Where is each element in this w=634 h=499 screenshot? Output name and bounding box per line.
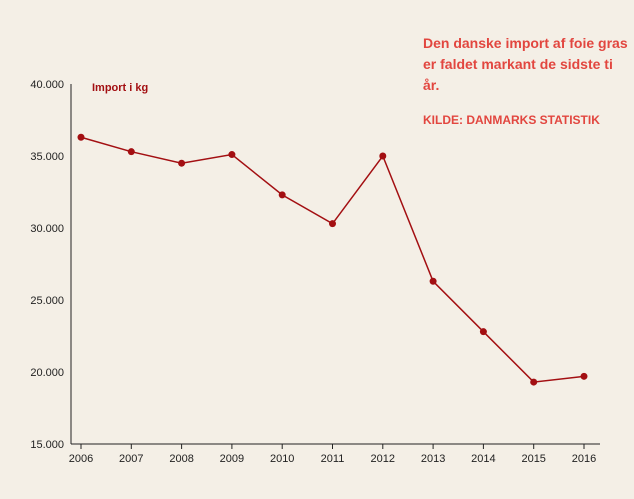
data-point [479,328,487,336]
chart-annotation: Den danske import af foie gras er faldet… [423,33,628,131]
data-point [429,277,437,285]
data-point [379,152,387,160]
x-tick-labels: 2006 2007 2008 2009 2010 2011 2012 2013 2014 2015… [69,444,596,465]
x-tick-label: 2012 [371,453,395,465]
data-point [127,148,135,156]
y-axis-label: Import i kg [92,82,148,94]
y-tick-label: 15.000 [30,439,64,451]
x-tick-label: 2009 [220,453,244,465]
x-tick-label: 2016 [572,453,596,465]
x-tick-label: 2013 [421,453,445,465]
headline-text: Den danske import af foie gras er faldet… [423,35,628,93]
y-tick-label: 25.000 [30,295,64,307]
x-tick-label: 2010 [270,453,294,465]
series-line-import [80,136,585,383]
y-tick-labels: 15.000 20.000 25.000 30.000 35.000 40.000 [30,79,64,451]
data-point [329,220,336,228]
x-tick-label: 2008 [169,453,193,465]
y-tick-label: 40.000 [30,79,64,91]
data-point [530,378,538,386]
data-point [278,191,286,199]
y-tick-label: 30.000 [30,223,64,235]
y-tick-label: 20.000 [30,367,64,379]
data-point [580,372,588,380]
y-tick-label: 35.000 [30,151,64,163]
data-points [77,133,588,386]
data-point [228,151,236,159]
x-tick-label: 2014 [471,453,495,465]
x-tick-label: 2006 [69,453,93,465]
x-tick-label: 2011 [321,453,345,465]
x-tick-label: 2007 [119,453,143,465]
x-tick-label: 2015 [521,453,545,465]
data-point [77,133,85,141]
source-text: KILDE: DANMARKS STATISTIK [423,113,600,127]
data-point [178,159,186,167]
